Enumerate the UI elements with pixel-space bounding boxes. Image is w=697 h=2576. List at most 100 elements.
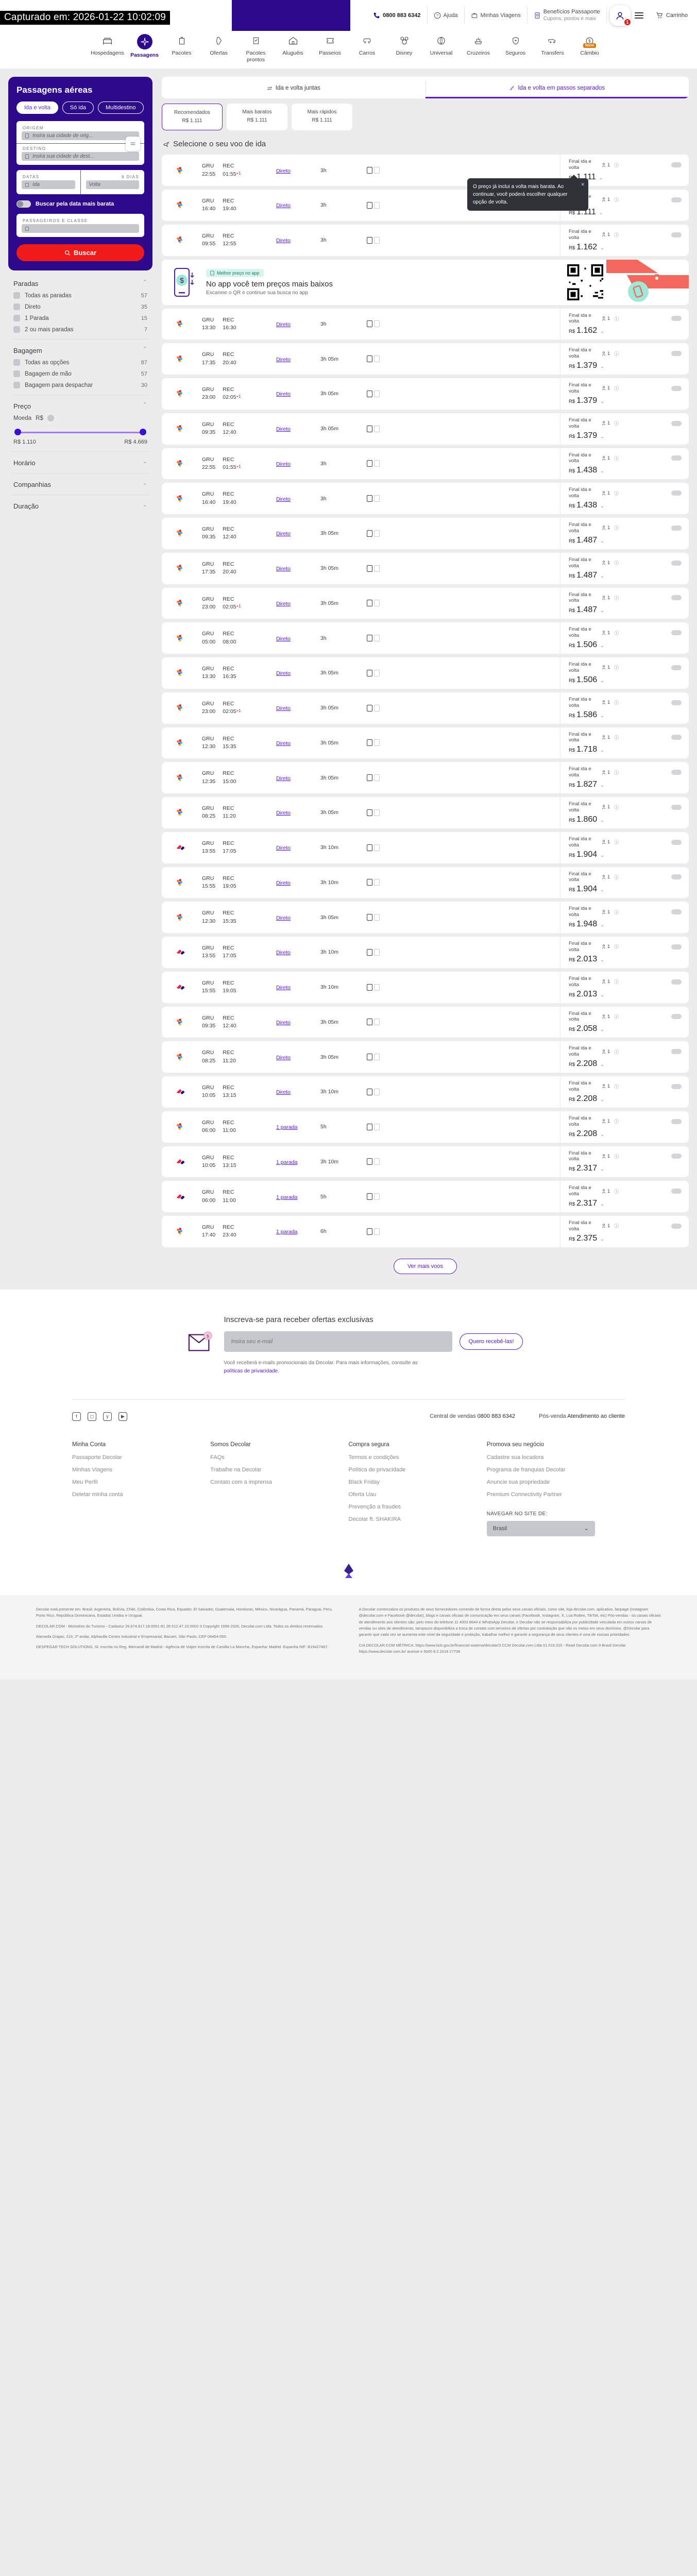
info-icon[interactable]: ⓘ bbox=[614, 735, 619, 740]
stops-link[interactable]: 1 parada bbox=[276, 1159, 298, 1165]
chevron-down-icon[interactable]: ⌄ bbox=[600, 887, 604, 893]
info-icon[interactable]: ⓘ bbox=[614, 840, 619, 845]
chevron-down-icon[interactable]: ⌄ bbox=[600, 468, 604, 474]
stops-link[interactable]: Direto bbox=[276, 845, 291, 852]
price-toggle[interactable] bbox=[671, 1014, 682, 1020]
info-icon[interactable]: ⓘ bbox=[614, 1014, 619, 1020]
stops-link[interactable]: 1 parada bbox=[276, 1124, 298, 1131]
chevron-down-icon[interactable]: ⌄ bbox=[600, 957, 604, 962]
app-promo-banner[interactable]: $ Melhor preço no app No app você tem preç… bbox=[162, 259, 689, 305]
flight-card[interactable]: GRU 05:00 REC 08:00 Direto 3h Final ida e volt… bbox=[162, 622, 689, 654]
chevron-down-icon[interactable]: ⌄ bbox=[600, 643, 604, 648]
footer-link[interactable]: Política de privacidade bbox=[348, 1466, 406, 1473]
chevron-down-icon[interactable]: ⌄ bbox=[142, 480, 147, 487]
flight-card[interactable]: GRU 12:35 REC 15:00 Direto 3h 05m Final ida e … bbox=[162, 762, 689, 793]
footer-link[interactable]: Decolar ft. SHAKIRA bbox=[348, 1516, 401, 1522]
info-icon[interactable]: ⓘ bbox=[614, 1224, 619, 1229]
trip-type-oneway[interactable]: Só ida bbox=[62, 101, 94, 114]
sort-recomendados[interactable]: Recomendados R$ 1.111 bbox=[162, 104, 223, 131]
chevron-down-icon[interactable]: ⌄ bbox=[599, 210, 603, 215]
origin-input[interactable]: Insira sua cidade de orig... bbox=[22, 131, 139, 141]
flight-card[interactable]: GRU 23:00 REC 02:05+1 Direto 3h 05m Final ida … bbox=[162, 587, 689, 619]
prodnav-item-seguros[interactable]: Seguros bbox=[497, 34, 534, 63]
info-icon[interactable]: ⓘ bbox=[614, 490, 619, 496]
filter-row[interactable]: Bagagem de mão 57 bbox=[13, 370, 147, 378]
chevron-down-icon[interactable]: ⌄ bbox=[142, 459, 147, 465]
stops-link[interactable]: Direto bbox=[276, 775, 291, 782]
stops-link[interactable]: Direto bbox=[276, 566, 291, 572]
info-icon[interactable]: ⓘ bbox=[614, 630, 619, 636]
chevron-down-icon[interactable]: ⌄ bbox=[600, 713, 604, 718]
price-toggle[interactable] bbox=[671, 351, 682, 357]
footer-link[interactable]: Meu Perfil bbox=[72, 1479, 98, 1485]
flight-card[interactable]: GRU 22:55 REC 01:55+1 Direto 3h Final ida e vo… bbox=[162, 155, 689, 211]
prodnav-item-cruzeiros[interactable]: Cruzeiros bbox=[460, 34, 497, 63]
stops-link[interactable]: Direto bbox=[276, 496, 291, 502]
prodnav-item-disney[interactable]: Disney bbox=[386, 34, 423, 63]
filter-row[interactable]: Todas as paradas 57 bbox=[13, 292, 147, 299]
prodnav-item-pacotes[interactable]: Pacotes bbox=[163, 34, 200, 63]
chevron-down-icon[interactable]: ⌄ bbox=[600, 245, 604, 250]
checkbox[interactable] bbox=[13, 359, 20, 366]
price-toggle[interactable] bbox=[671, 1049, 682, 1055]
flight-card[interactable]: GRU 09:55 REC 12:55 Direto 3h Final ida e volt… bbox=[162, 224, 689, 256]
prodnav-item-carros[interactable]: Carros bbox=[349, 34, 386, 63]
chevron-down-icon[interactable]: ⌄ bbox=[600, 992, 604, 997]
flight-card[interactable]: GRU 09:35 REC 12:40 Direto 3h 05m Final ida e … bbox=[162, 1006, 689, 1038]
footer-link[interactable]: Programa de franquias Decolar bbox=[486, 1466, 566, 1473]
price-toggle[interactable] bbox=[671, 1223, 682, 1229]
stops-link[interactable]: Direto bbox=[276, 705, 291, 712]
price-toggle[interactable] bbox=[671, 1189, 682, 1194]
stops-link[interactable]: Direto bbox=[276, 426, 291, 433]
flight-card[interactable]: GRU 09:35 REC 12:40 Direto 3h 05m Final ida e … bbox=[162, 413, 689, 445]
site-select[interactable]: Brasil ⌄ bbox=[486, 1520, 595, 1536]
chevron-up-icon[interactable]: ⌃ bbox=[142, 346, 147, 353]
chevron-down-icon[interactable]: ⌄ bbox=[600, 398, 604, 404]
passengers-input[interactable] bbox=[22, 224, 139, 233]
close-icon[interactable]: ✕ bbox=[581, 182, 585, 188]
chevron-down-icon[interactable]: ⌄ bbox=[600, 1236, 604, 1242]
checkbox[interactable] bbox=[13, 292, 20, 299]
checkbox[interactable] bbox=[13, 303, 20, 311]
flight-card[interactable]: GRU 15:55 REC 19:05 Direto 3h 10m Final ida e … bbox=[162, 867, 689, 899]
stops-link[interactable]: Direto bbox=[276, 356, 291, 363]
chevron-down-icon[interactable]: ⌄ bbox=[600, 748, 604, 753]
footer-link[interactable]: Prevenção a fraudes bbox=[348, 1503, 401, 1510]
prodnav-item-ofertas[interactable]: Ofertas bbox=[200, 34, 237, 63]
chevron-down-icon[interactable]: ⌄ bbox=[600, 1096, 604, 1102]
info-icon[interactable]: ⓘ bbox=[614, 944, 619, 950]
stops-link[interactable]: Direto bbox=[276, 914, 291, 921]
stops-link[interactable]: Direto bbox=[276, 740, 291, 747]
chevron-down-icon[interactable]: ⌄ bbox=[600, 922, 604, 927]
flight-card[interactable]: GRU 22:55 REC 01:55+1 Direto 3h Final ida e vo… bbox=[162, 448, 689, 480]
cheapest-date-toggle-row[interactable]: Buscar pela data mais barata bbox=[16, 200, 144, 208]
info-icon[interactable]: ⓘ bbox=[614, 874, 619, 880]
currency-row[interactable]: Moeda R$ bbox=[13, 415, 147, 422]
price-toggle[interactable] bbox=[671, 455, 682, 461]
price-toggle[interactable] bbox=[671, 385, 682, 391]
stops-link[interactable]: Direto bbox=[276, 1019, 291, 1026]
info-icon[interactable]: ⓘ bbox=[614, 909, 619, 915]
stops-link[interactable]: Direto bbox=[276, 879, 291, 886]
chevron-up-icon[interactable]: ⌃ bbox=[142, 402, 147, 409]
flight-card[interactable]: GRU 06:00 REC 11:00 1 parada 5h Final ida e vo… bbox=[162, 1181, 689, 1212]
chevron-down-icon[interactable]: ⌄ bbox=[599, 175, 603, 180]
footer-link[interactable]: Anuncie sua propriedade bbox=[486, 1479, 550, 1485]
price-toggle[interactable] bbox=[671, 197, 682, 202]
prodnav-item-passagens[interactable]: Passagens bbox=[126, 34, 163, 63]
info-icon[interactable]: ⓘ bbox=[614, 455, 619, 461]
prodnav-item-passeios[interactable]: Passeios bbox=[312, 34, 349, 63]
chevron-down-icon[interactable]: ⌄ bbox=[600, 1131, 604, 1137]
stops-link[interactable]: Direto bbox=[276, 391, 291, 398]
footer-link[interactable]: Premium Connectivity Partner bbox=[486, 1491, 562, 1498]
chevron-down-icon[interactable]: ⌄ bbox=[600, 1166, 604, 1172]
price-toggle[interactable] bbox=[671, 944, 682, 950]
footer-link[interactable]: Termos e condições bbox=[348, 1454, 399, 1461]
info-icon[interactable]: ⓘ bbox=[614, 1084, 619, 1090]
chevron-up-icon[interactable]: ⌃ bbox=[142, 279, 147, 286]
benefits-menu[interactable]: Benefícios Passaporte Cupons, pontos e m… bbox=[528, 7, 607, 24]
info-icon[interactable]: ⓘ bbox=[614, 197, 619, 203]
footer-link[interactable]: Black Friday bbox=[348, 1479, 380, 1485]
chevron-down-icon[interactable]: ⌄ bbox=[600, 677, 604, 683]
